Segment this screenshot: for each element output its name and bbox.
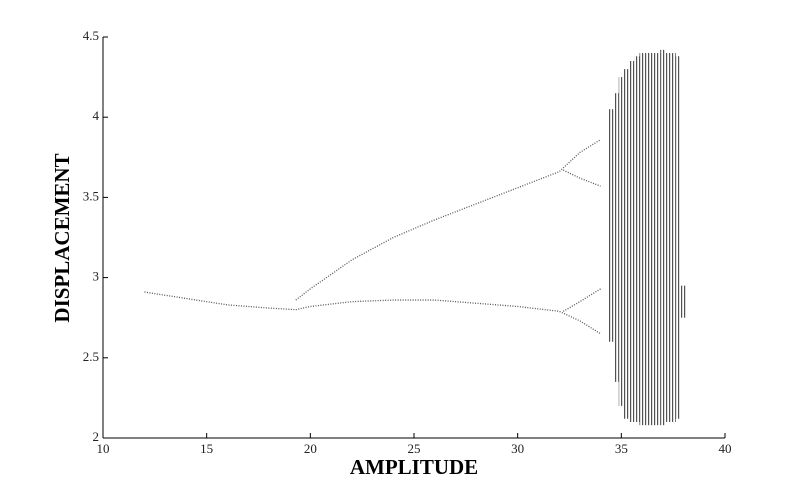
x-tick-label: 25 (408, 441, 421, 456)
x-tick-label: 20 (304, 441, 317, 456)
chaotic-band (680, 285, 687, 318)
chaotic-band (618, 77, 624, 406)
y-tick-label: 4 (93, 108, 100, 123)
chaotic-band (660, 49, 666, 426)
chaotic-band (655, 53, 661, 426)
y-tick-label: 4.5 (83, 28, 99, 43)
x-tick-label: 35 (615, 441, 628, 456)
chaotic-band (649, 53, 656, 426)
y-tick-label: 2.5 (83, 349, 99, 364)
chaotic-band (613, 93, 619, 382)
branch (295, 139, 601, 301)
y-axis-title: DISPLACEMENT (50, 153, 74, 322)
chaotic-band (623, 69, 630, 419)
chaotic-band (675, 56, 681, 419)
chaotic-band (639, 53, 645, 426)
chaotic-band (608, 109, 614, 342)
chaotic-band (634, 56, 640, 422)
x-tick-label: 15 (200, 441, 213, 456)
y-tick-label: 3 (93, 269, 100, 284)
branch (562, 288, 601, 312)
x-tick-label: 30 (511, 441, 524, 456)
branch (144, 291, 601, 335)
branch (562, 169, 601, 187)
x-tick-label: 40 (719, 441, 732, 456)
chaotic-band (670, 53, 676, 422)
x-axis-title: AMPLITUDE (350, 455, 478, 479)
chaotic-band (644, 53, 650, 426)
y-tick-label: 3.5 (83, 188, 99, 203)
chaotic-band (629, 61, 635, 422)
chaotic-band (665, 53, 671, 422)
y-tick-label: 2 (93, 429, 100, 444)
x-tick-label: 10 (97, 441, 110, 456)
